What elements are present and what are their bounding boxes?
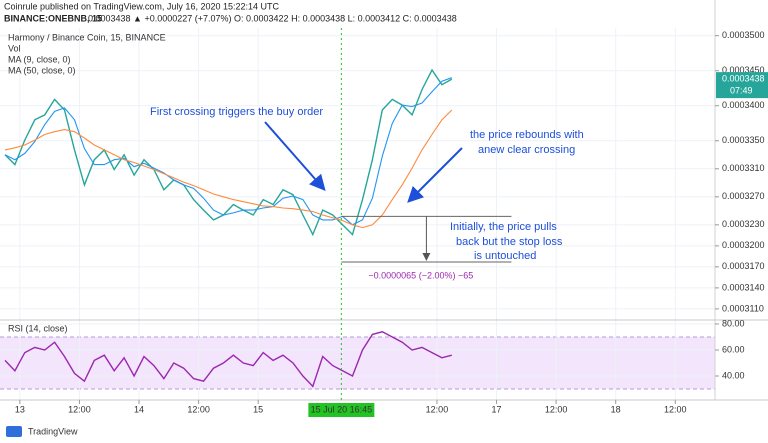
- arrow: [264, 121, 326, 192]
- indicator: MA (9, close, 0): [8, 54, 71, 64]
- y-tick-label: 0.0003170: [722, 261, 765, 271]
- x-tick-label: 12:00: [545, 404, 568, 414]
- grid: [0, 28, 715, 400]
- y-tick-label: 0.0003500: [722, 30, 765, 40]
- y-tick-label: 0.0003450: [722, 65, 765, 75]
- x-tick-label: 14: [134, 404, 144, 414]
- pane-title: RSI (14, close): [8, 323, 68, 333]
- series-line: [4, 109, 453, 229]
- x-tick-label: 15: [253, 404, 263, 414]
- y-tick-label: 0.0003400: [722, 100, 765, 110]
- countdown: 07:49: [730, 86, 753, 96]
- y-tick-label: 60.00: [722, 344, 745, 354]
- x-tick-label: 18: [611, 404, 621, 414]
- measure-label: −0.0000065 (−2.00%) −65: [368, 270, 473, 280]
- quote: 0.0003438 ▲ +0.0000227 (+7.07%) O: 0.000…: [88, 13, 457, 23]
- last-price-label: 0.0003438: [722, 74, 765, 84]
- y-tick-label: 40.00: [722, 370, 745, 380]
- x-tick-label: 12:00: [426, 404, 449, 414]
- indicator: Vol: [8, 43, 21, 53]
- series-line: [4, 77, 452, 226]
- indicator: MA (50, close, 0): [8, 65, 76, 75]
- annotation: First crossing triggers the buy order: [150, 106, 323, 118]
- y-tick-label: 0.0003310: [722, 163, 765, 173]
- publisher: Coinrule published on TradingView.com, J…: [4, 1, 280, 11]
- last-price-bg: [716, 72, 768, 99]
- y-tick-label: 0.0003200: [722, 240, 765, 250]
- annotation: anew clear crossing: [478, 144, 575, 156]
- x-tick-label: 12:00: [68, 404, 91, 414]
- crosshair-label: 15 Jul 20 16:45: [311, 404, 373, 414]
- symbol: BINANCE:ONEBNB, 15: [4, 13, 102, 23]
- pane-title: Harmony / Binance Coin, 15, BINANCE: [8, 32, 166, 42]
- plot: [4, 68, 453, 388]
- series-line: [4, 68, 453, 237]
- y-tick-label: 0.0003140: [722, 282, 765, 292]
- series-line: [4, 331, 452, 388]
- y-tick-label: 80.00: [722, 318, 745, 328]
- annotation: back but the stop loss: [456, 236, 563, 248]
- annotation: the price rebounds with: [470, 129, 584, 141]
- x-tick-label: 12:00: [187, 404, 210, 414]
- x-tick-label: 12:00: [664, 404, 687, 414]
- x-tick-label: 13: [15, 404, 25, 414]
- annotation: is untouched: [474, 250, 536, 262]
- y-tick-label: 0.0003110: [722, 303, 764, 313]
- annotation: Initially, the price pulls: [450, 221, 557, 233]
- y-tick-label: 0.0003270: [722, 191, 765, 201]
- crosshair-label-bg: [308, 403, 375, 417]
- x-tick-label: 17: [492, 404, 502, 414]
- y-tick-label: 0.0003230: [722, 219, 765, 229]
- footer: TradingView: [28, 426, 78, 436]
- arrow: [407, 147, 463, 203]
- logo: [6, 426, 22, 437]
- y-tick-label: 0.0003350: [722, 135, 765, 145]
